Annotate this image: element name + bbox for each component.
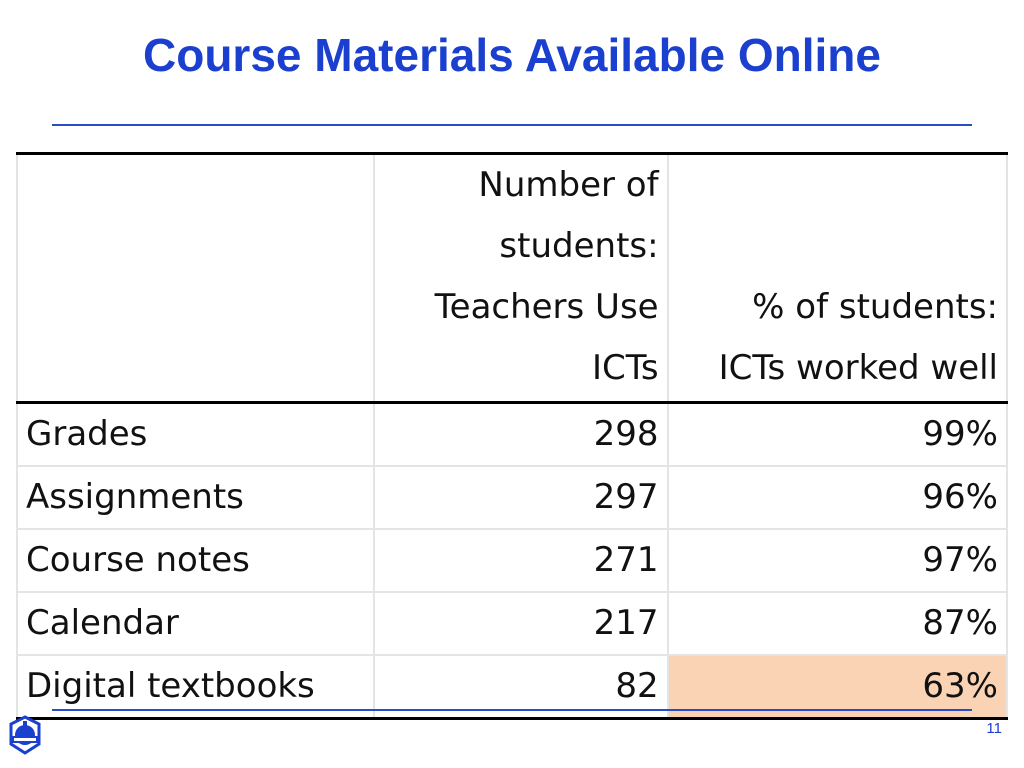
header-line: ICTs worked well bbox=[718, 348, 998, 388]
results-table: Number of students: Teachers Use ICTs % … bbox=[15, 152, 1009, 720]
header-line: ICTs bbox=[591, 348, 659, 388]
table-row: Digital textbooks 82 63% bbox=[15, 654, 1009, 720]
header-line: Teachers Use bbox=[434, 287, 659, 327]
row-students: 297 bbox=[373, 465, 669, 530]
row-label: Digital textbooks bbox=[15, 654, 376, 720]
title-divider bbox=[52, 124, 972, 126]
row-percent: 97% bbox=[666, 528, 1009, 593]
footer-divider bbox=[52, 709, 972, 711]
row-label: Assignments bbox=[15, 465, 376, 530]
row-percent: 96% bbox=[666, 465, 1009, 530]
row-students: 298 bbox=[373, 401, 669, 467]
table-row: Calendar 217 87% bbox=[15, 591, 1009, 656]
row-label: Course notes bbox=[15, 528, 376, 593]
row-students: 82 bbox=[373, 654, 669, 720]
row-students: 271 bbox=[373, 528, 669, 593]
row-percent: 87% bbox=[666, 591, 1009, 656]
row-students: 217 bbox=[373, 591, 669, 656]
header-empty-cell bbox=[15, 152, 376, 404]
row-percent: 99% bbox=[666, 401, 1009, 467]
table-row: Course notes 271 97% bbox=[15, 528, 1009, 593]
table-row: Assignments 297 96% bbox=[15, 465, 1009, 530]
header-percent-worked-well: % of students: ICTs worked well bbox=[666, 152, 1009, 404]
table-header-row: Number of students: Teachers Use ICTs % … bbox=[15, 152, 1009, 404]
row-label: Calendar bbox=[15, 591, 376, 656]
header-line: % of students: bbox=[752, 287, 998, 327]
adaptech-logo-icon bbox=[9, 715, 41, 755]
page-number: 11 bbox=[986, 720, 1002, 737]
header-students-count: Number of students: Teachers Use ICTs bbox=[373, 152, 669, 404]
row-label: Grades bbox=[15, 401, 376, 467]
header-line: Number of bbox=[478, 165, 659, 205]
row-percent-highlighted: 63% bbox=[666, 654, 1009, 720]
table-row: Grades 298 99% bbox=[15, 401, 1009, 467]
slide-title: Course Materials Available Online bbox=[143, 29, 881, 81]
header-line: students: bbox=[499, 226, 659, 266]
